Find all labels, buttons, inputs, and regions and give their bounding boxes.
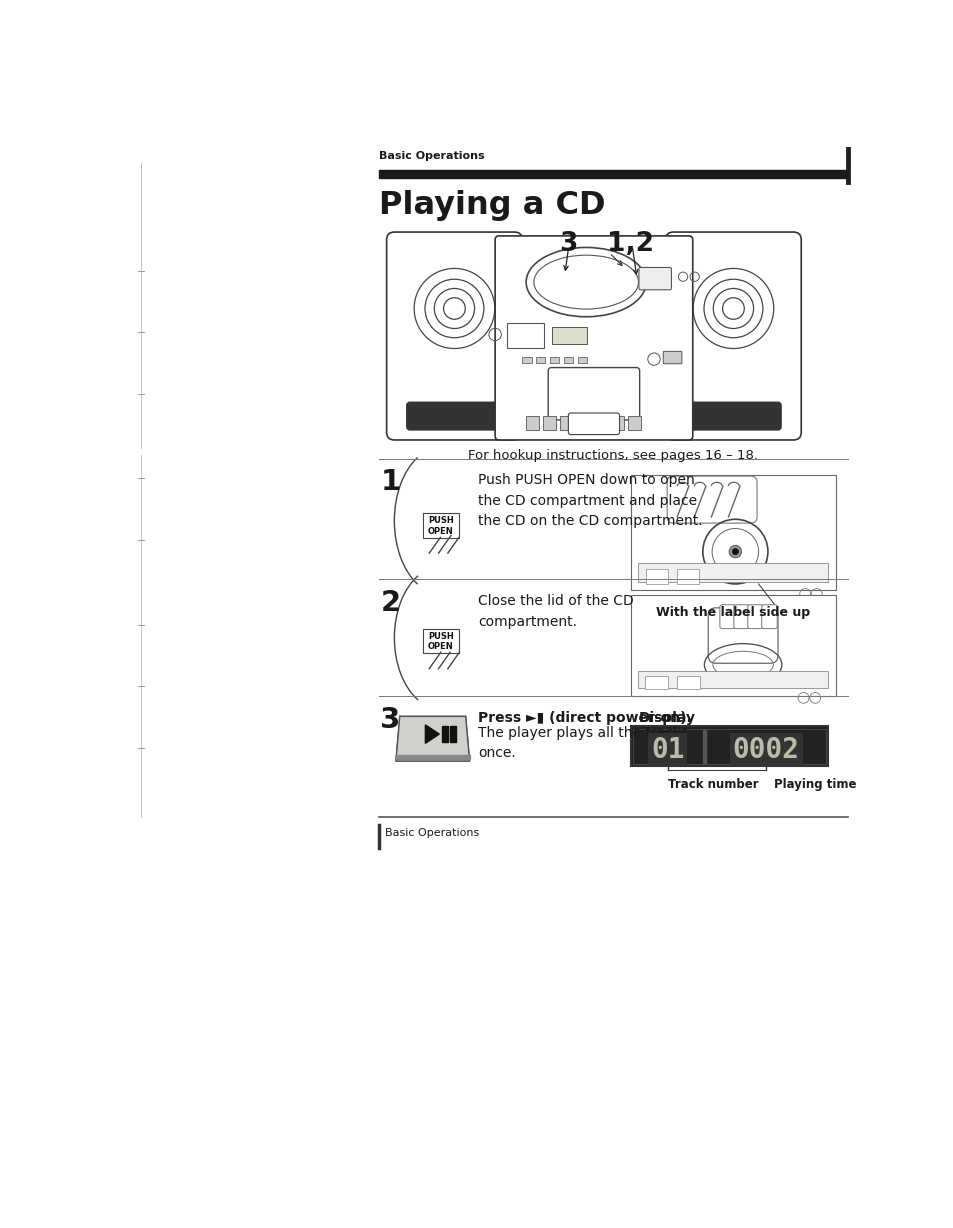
Bar bbox=[442, 727, 447, 742]
Bar bbox=[563, 357, 573, 363]
Text: 1: 1 bbox=[380, 468, 400, 496]
FancyBboxPatch shape bbox=[666, 476, 757, 523]
Bar bbox=[638, 670, 827, 688]
Text: 3: 3 bbox=[559, 231, 578, 257]
FancyBboxPatch shape bbox=[639, 268, 671, 290]
Polygon shape bbox=[395, 716, 469, 761]
Bar bbox=[550, 357, 558, 363]
Text: 2: 2 bbox=[380, 589, 400, 618]
Bar bbox=[536, 357, 545, 363]
Text: Basic Operations: Basic Operations bbox=[378, 151, 484, 161]
Bar bbox=[702, 731, 705, 763]
Bar bbox=[594, 416, 606, 430]
Bar bbox=[506, 323, 543, 348]
FancyBboxPatch shape bbox=[707, 608, 778, 663]
Text: Display: Display bbox=[638, 711, 695, 725]
FancyBboxPatch shape bbox=[406, 403, 501, 430]
Text: Basic Operations: Basic Operations bbox=[385, 828, 478, 837]
Text: PUSH
OPEN: PUSH OPEN bbox=[428, 517, 454, 535]
Text: Close the lid of the CD
compartment.: Close the lid of the CD compartment. bbox=[477, 594, 633, 629]
Polygon shape bbox=[425, 725, 439, 743]
Bar bbox=[630, 727, 827, 766]
Text: Playing a CD: Playing a CD bbox=[378, 189, 605, 221]
FancyBboxPatch shape bbox=[747, 604, 762, 629]
FancyBboxPatch shape bbox=[665, 232, 801, 440]
FancyBboxPatch shape bbox=[548, 367, 639, 420]
Bar bbox=[422, 513, 458, 538]
Circle shape bbox=[732, 549, 738, 555]
FancyBboxPatch shape bbox=[733, 604, 748, 629]
FancyBboxPatch shape bbox=[720, 604, 735, 629]
Text: Track number: Track number bbox=[667, 779, 758, 791]
Text: PUSH
OPEN: PUSH OPEN bbox=[428, 632, 454, 651]
Bar bbox=[611, 416, 623, 430]
Text: 3: 3 bbox=[380, 706, 400, 734]
Polygon shape bbox=[395, 716, 469, 761]
Bar bbox=[677, 675, 700, 689]
Bar bbox=[525, 416, 537, 430]
Bar bbox=[578, 357, 587, 363]
FancyBboxPatch shape bbox=[760, 604, 777, 629]
Text: 01: 01 bbox=[651, 736, 684, 764]
Bar bbox=[638, 564, 827, 582]
FancyBboxPatch shape bbox=[568, 413, 618, 435]
FancyBboxPatch shape bbox=[495, 236, 692, 440]
Text: 0002: 0002 bbox=[732, 736, 799, 764]
Circle shape bbox=[728, 545, 740, 558]
Bar bbox=[551, 327, 586, 344]
Bar bbox=[577, 416, 589, 430]
Bar bbox=[422, 629, 458, 653]
Bar bbox=[395, 755, 469, 759]
FancyBboxPatch shape bbox=[662, 351, 681, 363]
Bar bbox=[378, 171, 847, 178]
Text: Press ►▮ (direct power-on).: Press ►▮ (direct power-on). bbox=[477, 711, 691, 725]
Bar bbox=[630, 596, 835, 695]
Bar bbox=[630, 474, 835, 591]
Bar bbox=[645, 569, 667, 585]
Text: With the label side up: With the label side up bbox=[656, 605, 810, 619]
Bar bbox=[644, 675, 667, 689]
Bar bbox=[559, 416, 572, 430]
Bar bbox=[450, 727, 456, 742]
Text: For hookup instructions, see pages 16 – 18.: For hookup instructions, see pages 16 – … bbox=[468, 449, 758, 462]
Text: The player plays all the tracks
once.: The player plays all the tracks once. bbox=[477, 727, 687, 760]
Bar bbox=[542, 416, 555, 430]
Bar bbox=[677, 569, 699, 585]
FancyBboxPatch shape bbox=[386, 232, 521, 440]
Text: Push PUSH OPEN down to open
the CD compartment and place
the CD on the CD compar: Push PUSH OPEN down to open the CD compa… bbox=[477, 473, 702, 528]
FancyBboxPatch shape bbox=[685, 403, 781, 430]
Text: Playing time: Playing time bbox=[773, 779, 856, 791]
Bar bbox=[521, 357, 531, 363]
Bar bbox=[633, 728, 825, 764]
Bar bbox=[628, 416, 640, 430]
Text: 1,2: 1,2 bbox=[607, 231, 654, 257]
